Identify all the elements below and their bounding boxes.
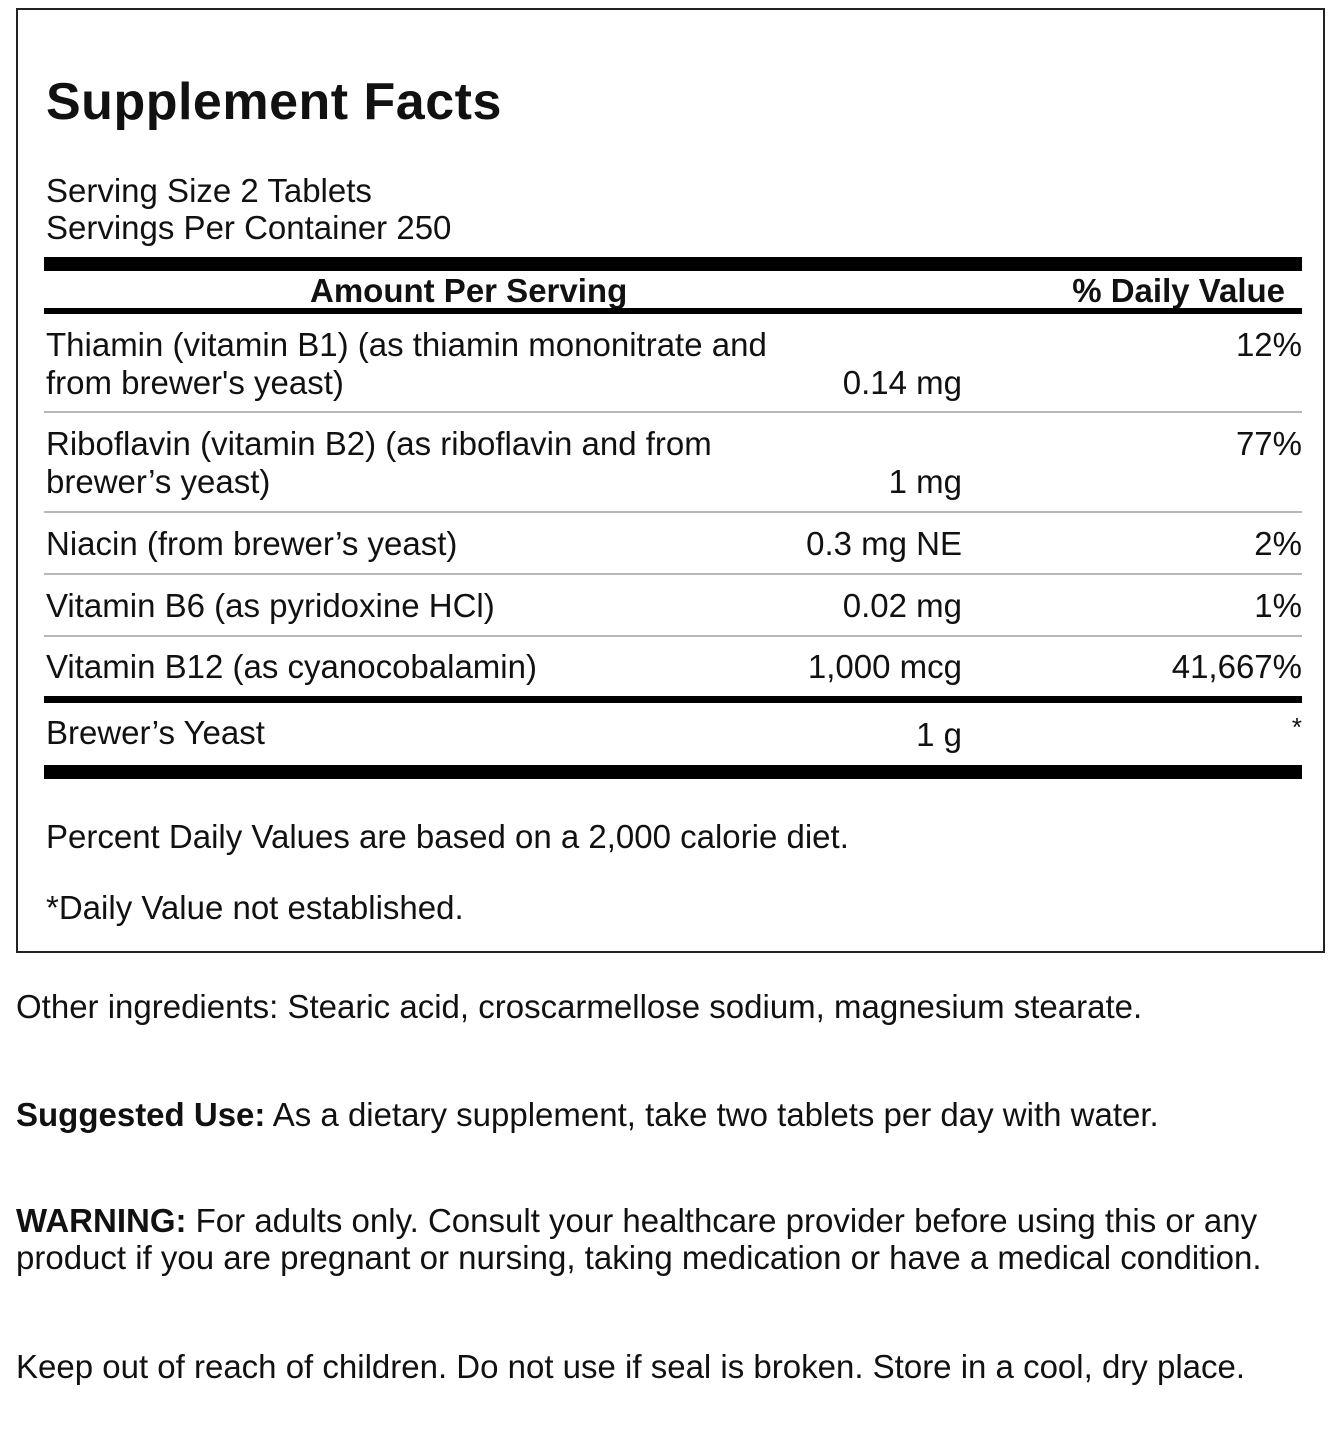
nutrient-amount: 1,000 mcg [807,648,962,685]
nutrient-row-vitamin-b6: Vitamin B6 (as pyridoxine HCl) 0.02 mg 1… [44,587,1302,625]
row-divider [44,411,1302,413]
suggested-use-text: As a dietary supplement, take two tablet… [265,1096,1159,1133]
nutrient-row-brewers-yeast: Brewer’s Yeast 1 g * [44,712,1302,753]
row-divider [44,635,1302,637]
row-divider [44,511,1302,513]
warning-label: WARNING: [16,1202,187,1239]
nutrient-daily-value: 77% [1235,425,1302,462]
nutrient-row-thiamin: Thiamin (vitamin B1) (as thiamin mononit… [44,326,1302,402]
nutrient-daily-value: 41,667% [1171,648,1302,685]
storage-instructions: Keep out of reach of children. Do not us… [16,1348,1246,1385]
panel-title: Supplement Facts [46,73,502,131]
thick-divider [44,257,1302,271]
nutrient-name: Vitamin B6 (as pyridoxine HCl) [46,587,495,624]
nutrient-row-niacin: Niacin (from brewer’s yeast) 0.3 mg NE 2… [44,525,1302,563]
nutrient-name: Vitamin B12 (as cyanocobalamin) [46,648,537,685]
suggested-use-label: Suggested Use: [16,1096,266,1133]
nutrient-daily-value: * [1291,712,1302,742]
calorie-footnote: Percent Daily Values are based on a 2,00… [46,818,849,855]
nutrient-name: Riboflavin (vitamin B2) (as riboflavin a… [46,425,712,500]
nutrient-amount: 1 mg [888,463,962,500]
daily-value-footnote: *Daily Value not established. [46,889,464,926]
nutrient-daily-value: 12% [1235,326,1302,363]
warning: WARNING: For adults only. Consult your h… [16,1202,1316,1276]
amount-per-serving-header: Amount Per Serving [310,272,628,309]
thick-divider [44,765,1302,779]
nutrient-name: Brewer’s Yeast [46,714,265,751]
nutrient-daily-value: 2% [1254,525,1302,562]
header-divider [44,308,1302,314]
nutrient-row-riboflavin: Riboflavin (vitamin B2) (as riboflavin a… [44,425,1302,501]
warning-text: For adults only. Consult your healthcare… [16,1202,1262,1276]
nutrient-daily-value: 1% [1254,587,1302,624]
daily-value-header: % Daily Value [1072,272,1285,309]
nutrient-amount: 0.14 mg [842,364,962,401]
nutrient-amount: 0.02 mg [842,587,962,624]
medium-divider [44,696,1302,703]
nutrient-row-vitamin-b12: Vitamin B12 (as cyanocobalamin) 1,000 mc… [44,648,1302,686]
suggested-use: Suggested Use: As a dietary supplement, … [16,1096,1316,1133]
nutrient-name: Niacin (from brewer’s yeast) [46,525,458,562]
other-ingredients: Other ingredients: Stearic acid, croscar… [16,988,1143,1025]
row-divider [44,573,1302,575]
nutrient-name: Thiamin (vitamin B1) (as thiamin mononit… [46,326,767,401]
servings-per-container: Servings Per Container 250 [46,209,452,246]
supplement-facts-panel: Supplement Facts Serving Size 2 Tablets … [16,8,1325,953]
nutrient-amount: 1 g [916,716,962,753]
nutrient-amount: 0.3 mg NE [806,525,962,562]
serving-size: Serving Size 2 Tablets [46,172,372,209]
